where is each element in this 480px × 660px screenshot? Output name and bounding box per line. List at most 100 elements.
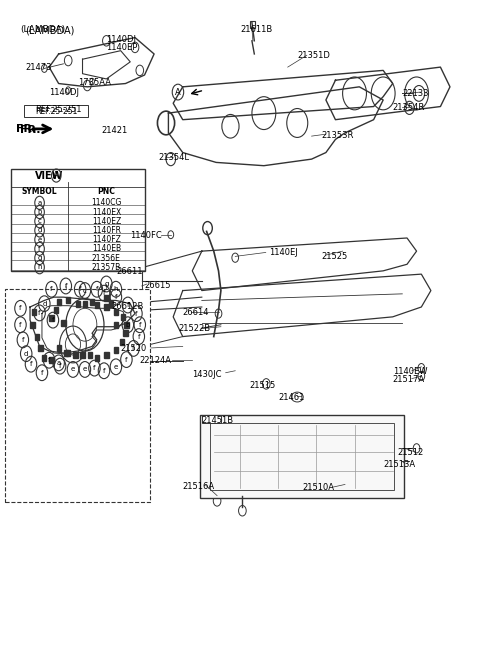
Text: 26614: 26614 (183, 308, 209, 317)
Bar (121, 314, 125, 320)
Text: f: f (125, 356, 128, 362)
Bar (75, 301, 80, 307)
Text: f: f (48, 357, 50, 363)
Bar (104, 296, 108, 302)
Text: (LAMBDA): (LAMBDA) (25, 26, 74, 36)
Text: 1140EZ: 1140EZ (92, 216, 121, 226)
Text: f: f (38, 246, 41, 252)
Text: REF.25-251: REF.25-251 (35, 105, 81, 114)
Bar (66, 350, 71, 356)
Text: f: f (132, 345, 135, 351)
Text: FR.: FR. (21, 125, 41, 135)
Text: f: f (52, 317, 54, 323)
Text: e: e (114, 364, 118, 370)
Text: 22124A: 22124A (140, 356, 172, 366)
Bar (35, 333, 39, 339)
Text: 21515: 21515 (250, 381, 276, 390)
Text: 21611B: 21611B (240, 25, 272, 34)
Bar (120, 339, 124, 345)
Bar (61, 321, 66, 327)
Text: 1140EB: 1140EB (92, 244, 121, 253)
Text: REF.25-251: REF.25-251 (35, 107, 77, 115)
Text: 21351D: 21351D (297, 51, 330, 60)
Bar (250, 21, 255, 28)
Bar (202, 415, 221, 423)
Text: f: f (65, 283, 67, 289)
Text: 21516A: 21516A (183, 482, 215, 491)
Bar (80, 352, 84, 358)
Text: f: f (115, 294, 117, 300)
Bar (42, 354, 47, 360)
Text: 21473: 21473 (25, 63, 52, 72)
Text: 1140EP: 1140EP (107, 43, 138, 52)
Text: f: f (30, 361, 32, 367)
Text: VIEW: VIEW (35, 170, 63, 181)
Text: 21357B: 21357B (92, 263, 121, 272)
Text: a: a (37, 200, 42, 206)
Text: e: e (71, 366, 75, 372)
Text: 1140DJ: 1140DJ (107, 35, 136, 44)
Bar (90, 300, 94, 306)
Text: 21451B: 21451B (202, 416, 234, 425)
Bar (109, 301, 113, 307)
Bar (114, 322, 118, 328)
Text: 1140DJ: 1140DJ (49, 88, 79, 96)
Text: h: h (114, 286, 118, 292)
Text: (LAMBDA): (LAMBDA) (21, 25, 66, 34)
Text: f: f (38, 310, 41, 316)
Text: PNC: PNC (97, 187, 115, 197)
Text: f: f (96, 286, 98, 292)
Text: f: f (127, 302, 129, 308)
Text: 21421: 21421 (102, 126, 128, 135)
Text: c: c (37, 218, 41, 224)
Text: 1140EJ: 1140EJ (269, 248, 298, 257)
Text: e: e (83, 366, 87, 372)
Text: 21522B: 21522B (178, 324, 210, 333)
Bar (95, 354, 99, 360)
Text: d: d (37, 228, 42, 234)
Text: 22133: 22133 (402, 89, 429, 98)
Text: f: f (19, 321, 22, 328)
Text: f: f (93, 365, 96, 371)
Bar (11, 169, 144, 271)
Text: f: f (139, 321, 141, 328)
Text: 26615: 26615 (144, 281, 171, 290)
Text: 21354L: 21354L (159, 153, 190, 162)
Text: f: f (103, 290, 105, 296)
Text: 21354R: 21354R (393, 104, 425, 112)
FancyBboxPatch shape (24, 105, 88, 117)
Text: f: f (103, 368, 105, 374)
Bar (87, 352, 92, 358)
Text: h: h (37, 264, 42, 270)
Bar (114, 309, 118, 315)
Text: b: b (37, 209, 42, 215)
Bar (30, 322, 35, 328)
Text: f: f (79, 286, 82, 292)
Bar (95, 302, 99, 308)
Text: 21513A: 21513A (383, 460, 415, 469)
FancyBboxPatch shape (200, 414, 404, 498)
Text: 21461: 21461 (278, 393, 304, 402)
Bar (49, 356, 54, 362)
Text: A: A (175, 88, 181, 96)
Bar (57, 300, 61, 306)
Text: d: d (24, 350, 28, 356)
Bar (104, 304, 108, 310)
Bar (32, 309, 36, 315)
Text: f: f (22, 337, 24, 343)
Bar (124, 322, 129, 328)
Text: e: e (37, 237, 42, 243)
Bar (123, 330, 128, 336)
Bar (49, 315, 54, 321)
Text: f: f (138, 333, 140, 340)
Text: 1140FC: 1140FC (130, 231, 162, 240)
Bar (114, 346, 118, 352)
Text: SYMBOL: SYMBOL (22, 187, 58, 197)
Text: 1140FR: 1140FR (92, 226, 121, 235)
Text: 1735AA: 1735AA (78, 78, 111, 86)
Text: f: f (19, 306, 22, 312)
Text: a: a (57, 360, 61, 366)
Text: A: A (53, 171, 59, 180)
Text: 21356E: 21356E (92, 253, 121, 263)
Bar (38, 345, 43, 351)
